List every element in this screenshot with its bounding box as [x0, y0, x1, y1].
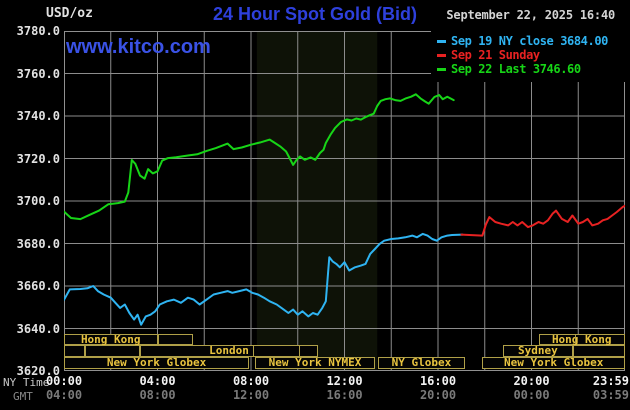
session-box-r1: [64, 345, 86, 357]
session-box-r1: [572, 345, 625, 357]
ny-time-axis-label: NY Time: [3, 376, 50, 389]
price-line-0: [64, 232, 464, 326]
xlabel-ny-1200: 12:00: [326, 374, 363, 388]
legend-label: Sep 21 Sunday: [451, 48, 540, 62]
session-box-hong-kong: Hong Kong: [64, 334, 158, 345]
plot-border: [64, 31, 625, 371]
xlabel-gmt-1600: 16:00: [326, 388, 363, 402]
session-box-ny-globex: NY Globex: [377, 356, 465, 369]
y-tick-3680: 3680.0: [16, 236, 60, 251]
xlabel-ny-0800: 08:00: [232, 374, 270, 388]
xlabel-gmt-0400: 04:00: [45, 388, 83, 402]
xlabel-gmt-0359: 03:59: [592, 388, 629, 402]
xlabel-gmt-0000: 00:00: [513, 388, 550, 402]
session-box-r1: [85, 345, 140, 357]
legend-label: Sep 22 Last 3746.60: [451, 62, 581, 76]
legend-label: Sep 19 NY close 3684.00: [451, 34, 608, 48]
kitco-watermark-link[interactable]: www.kitco.com: [66, 36, 211, 58]
xlabel-ny-2359: 23:59: [592, 374, 629, 388]
legend-dash-icon: [437, 67, 446, 71]
y-tick-3740: 3740.0: [16, 109, 60, 123]
gmt-axis-label: GMT: [13, 390, 33, 403]
price-chart-plot: [64, 31, 625, 371]
y-tick-3700: 3700.0: [16, 194, 60, 208]
session-label: New York NYMEX: [268, 356, 362, 369]
session-box-london: London: [139, 344, 319, 357]
session-box-hong-kong: Hong Kong: [538, 332, 625, 346]
xlabel-gmt-1200: 12:00: [232, 388, 270, 402]
session-divider: [298, 346, 300, 356]
session-divider: [574, 335, 576, 344]
y-tick-3760: 3760.0: [16, 66, 60, 81]
session-label: New York Globex: [504, 356, 604, 369]
legend-dash-icon: [437, 53, 446, 57]
price-line-2: [64, 93, 455, 221]
session-label: Hong Kong: [551, 332, 612, 346]
xlabel-gmt-2000: 20:00: [419, 388, 457, 402]
price-line-1: [460, 204, 625, 237]
session-divider: [252, 346, 254, 356]
y-tick-3660: 3660.0: [16, 279, 60, 293]
xlabel-gmt-0800: 08:00: [139, 388, 176, 402]
session-box-new-york-globex: New York Globex: [482, 357, 625, 369]
session-box-new-york-nymex: New York NYMEX: [255, 357, 375, 369]
session-label: London: [209, 344, 249, 357]
chart-datetime: September 22, 2025 16:40: [446, 8, 615, 22]
session-box-sydney: Sydney: [502, 344, 573, 357]
chart-legend: Sep 19 NY close 3684.00 Sep 21 Sunday Sep …: [431, 29, 626, 82]
session-label: NY Globex: [391, 356, 452, 369]
legend-item-2: Sep 22 Last 3746.60: [431, 62, 626, 76]
legend-item-0: Sep 19 NY close 3684.00: [431, 34, 626, 48]
session-label: Sydney: [518, 344, 558, 357]
page-title: 24 Hour Spot Gold (Bid): [213, 4, 417, 24]
xlabel-ny-1600: 16:00: [419, 374, 457, 388]
y-tick-3640: 3640.0: [16, 321, 60, 336]
legend-item-1: Sep 21 Sunday: [431, 48, 626, 62]
y-tick-3720: 3720.0: [16, 151, 60, 166]
session-label: New York Globex: [106, 356, 207, 369]
xlabel-ny-0400: 04:00: [139, 374, 176, 388]
session-label: Hong Kong: [80, 332, 141, 346]
y-tick-3780: 3780.0: [16, 24, 60, 38]
session-box-r0: [157, 334, 193, 345]
xlabel-ny-0000: 00:00: [45, 374, 83, 388]
y-tick-3620: 3620.0: [16, 364, 60, 378]
legend-dash-icon: [437, 39, 446, 43]
session-box-new-york-globex: New York Globex: [64, 356, 250, 369]
y-axis-units-label: USD/oz: [46, 6, 93, 21]
xlabel-ny-2000: 20:00: [513, 374, 550, 388]
